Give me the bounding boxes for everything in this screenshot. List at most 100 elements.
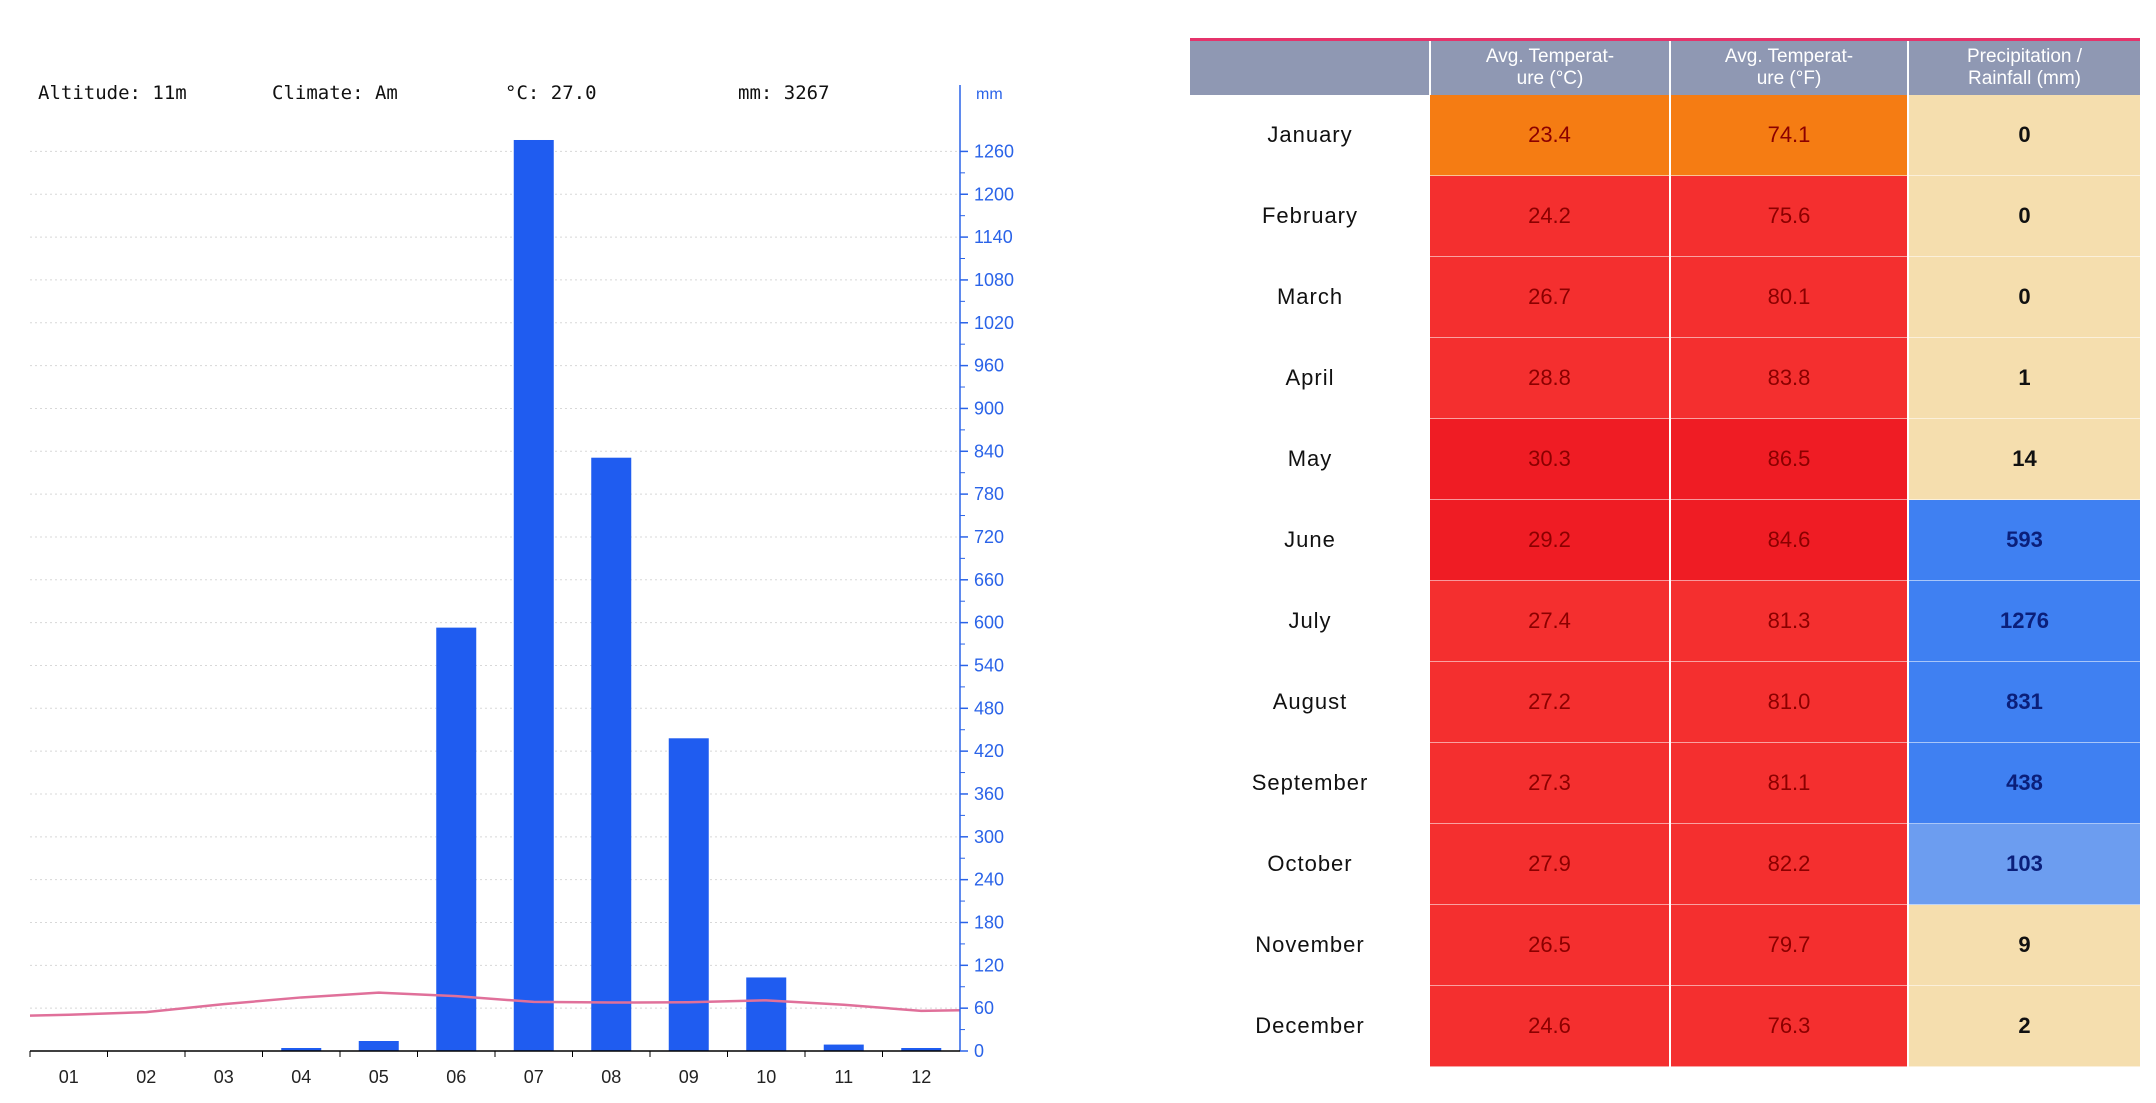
table-row: February 24.2 75.6 0 xyxy=(1190,175,2140,257)
x-tick-label: 03 xyxy=(214,1067,234,1087)
bar-09 xyxy=(668,738,709,1051)
temp-f-cell: 80.1 xyxy=(1670,256,1909,338)
header-temp-c: Avg. Temperat-ure (°C) xyxy=(1430,41,1671,95)
temp-c-cell: 28.8 xyxy=(1430,337,1671,419)
temp-c-cell: 24.6 xyxy=(1430,985,1671,1067)
climate-table-panel: Avg. Temperat-ure (°C) Avg. Temperat-ure… xyxy=(1190,38,2140,1067)
month-cell: February xyxy=(1190,175,1430,257)
table-row: September 27.3 81.1 438 xyxy=(1190,742,2140,824)
y-tick-label: 60 xyxy=(974,998,994,1018)
temp-c-cell: 26.7 xyxy=(1430,256,1671,338)
header-line: Precipitation / xyxy=(1966,46,2083,67)
temp-f-cell: 74.1 xyxy=(1670,95,1909,176)
temp-f-cell: 79.7 xyxy=(1670,904,1909,986)
y-tick-label: 780 xyxy=(974,484,1004,504)
bar-08 xyxy=(591,457,632,1051)
temp-c-cell: 27.4 xyxy=(1430,580,1671,662)
temp-f-cell: 86.5 xyxy=(1670,418,1909,500)
precip-cell: 0 xyxy=(1908,95,2140,176)
table-row: August 27.2 81.0 831 xyxy=(1190,661,2140,743)
table-row: July 27.4 81.3 1276 xyxy=(1190,580,2140,662)
table-top-border xyxy=(1190,38,2140,41)
x-tick-label: 02 xyxy=(136,1067,156,1087)
precip-cell: 14 xyxy=(1908,418,2140,500)
y-tick-label: 600 xyxy=(974,613,1004,633)
right-axis-unit: mm xyxy=(976,86,1003,103)
x-tick-label: 10 xyxy=(756,1067,776,1087)
y-tick-label: 360 xyxy=(974,784,1004,804)
temp-c-cell: 24.2 xyxy=(1430,175,1671,257)
month-cell: April xyxy=(1190,337,1430,419)
bar-11 xyxy=(823,1044,864,1051)
precip-cell: 593 xyxy=(1908,499,2140,581)
temp-f-cell: 81.3 xyxy=(1670,580,1909,662)
precip-cell: 0 xyxy=(1908,175,2140,257)
temp-c-cell: 23.4 xyxy=(1430,95,1671,176)
header-line: ure (°C) xyxy=(1516,68,1584,89)
table-row: April 28.8 83.8 1 xyxy=(1190,337,2140,419)
temperature-label: °C: 27.0 xyxy=(505,82,597,104)
altitude-label: Altitude: 11m xyxy=(38,82,187,104)
temp-f-cell: 76.3 xyxy=(1670,985,1909,1067)
header-precip: Precipitation / Rainfall (mm) xyxy=(1908,41,2140,95)
table-row: October 27.9 82.2 103 xyxy=(1190,823,2140,905)
y-tick-label: 0 xyxy=(974,1041,984,1061)
month-cell: May xyxy=(1190,418,1430,500)
temp-f-cell: 81.1 xyxy=(1670,742,1909,824)
x-tick-label: 06 xyxy=(446,1067,466,1087)
y-tick-label: 1140 xyxy=(974,227,1013,247)
table-row: January 23.4 74.1 0 xyxy=(1190,95,2140,176)
bar-05 xyxy=(358,1041,399,1051)
y-tick-label: 840 xyxy=(974,441,1004,461)
x-tick-label: 11 xyxy=(834,1067,853,1087)
y-tick-label: 1200 xyxy=(974,184,1014,204)
month-cell: July xyxy=(1190,580,1430,662)
month-cell: October xyxy=(1190,823,1430,905)
x-tick-label: 09 xyxy=(679,1067,699,1087)
grid-lines xyxy=(30,150,960,1009)
y-tick-label: 660 xyxy=(974,570,1004,590)
y-tick-label: 300 xyxy=(974,827,1004,847)
temp-f-cell: 83.8 xyxy=(1670,337,1909,419)
y-tick-label: 960 xyxy=(974,356,1004,376)
month-cell: August xyxy=(1190,661,1430,743)
month-cell: March xyxy=(1190,256,1430,338)
bar-04 xyxy=(281,1048,322,1051)
precip-cell: 1276 xyxy=(1908,580,2140,662)
header-line: Rainfall (mm) xyxy=(1968,68,2081,89)
precipitation-label: mm: 3267 xyxy=(738,82,830,104)
temp-f-cell: 82.2 xyxy=(1670,823,1909,905)
precip-cell: 0 xyxy=(1908,256,2140,338)
table-row: March 26.7 80.1 0 xyxy=(1190,256,2140,338)
temp-c-cell: 26.5 xyxy=(1430,904,1671,986)
temp-c-cell: 30.3 xyxy=(1430,418,1671,500)
y-tick-label: 1260 xyxy=(974,141,1014,161)
temp-f-cell: 84.6 xyxy=(1670,499,1909,581)
axes: 0601201802403003604204805406006607207808… xyxy=(29,85,1014,1087)
y-tick-label: 1020 xyxy=(974,313,1014,333)
table-row: June 29.2 84.6 593 xyxy=(1190,499,2140,581)
header-line: ure (°F) xyxy=(1756,68,1822,89)
precip-cell: 831 xyxy=(1908,661,2140,743)
temperature-line xyxy=(29,991,961,1017)
header-line: Avg. Temperat- xyxy=(1724,46,1854,67)
table-row: May 30.3 86.5 14 xyxy=(1190,418,2140,500)
x-tick-label: 08 xyxy=(601,1067,621,1087)
bar-06 xyxy=(436,627,477,1051)
bar-10 xyxy=(746,977,787,1051)
x-tick-label: 05 xyxy=(369,1067,389,1087)
header-line: Avg. Temperat- xyxy=(1485,46,1615,67)
precip-cell: 2 xyxy=(1908,985,2140,1067)
precip-cell: 438 xyxy=(1908,742,2140,824)
month-cell: June xyxy=(1190,499,1430,581)
month-cell: January xyxy=(1190,95,1430,176)
table-row: December 24.6 76.3 2 xyxy=(1190,985,2140,1067)
month-cell: December xyxy=(1190,985,1430,1067)
month-cell: November xyxy=(1190,904,1430,986)
climate-chart-svg: Altitude: 11m Climate: Am °C: 27.0 mm: 3… xyxy=(29,82,1014,1087)
y-tick-label: 720 xyxy=(974,527,1004,547)
bar-07 xyxy=(513,139,554,1051)
bar-series xyxy=(281,139,942,1051)
climate-table: Avg. Temperat-ure (°C) Avg. Temperat-ure… xyxy=(1190,41,2140,1067)
x-tick-label: 07 xyxy=(524,1067,544,1087)
